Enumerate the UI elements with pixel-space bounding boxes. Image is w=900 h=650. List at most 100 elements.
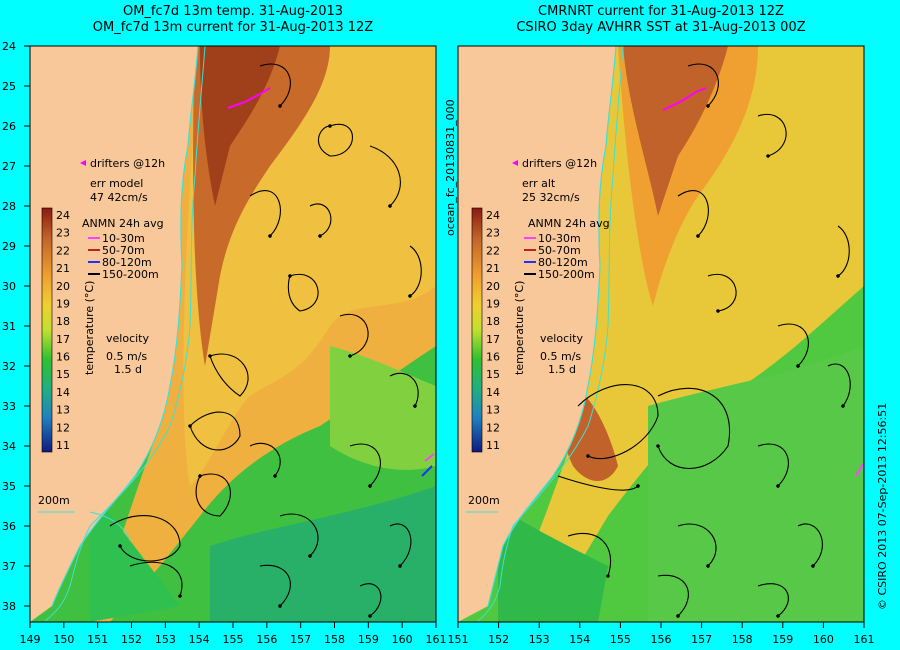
latitude-tick-label: 32 <box>2 360 16 373</box>
latitude-tick-label: 25 <box>2 80 16 93</box>
left-longitude-ticks: 149 150 151 152 153 154 155 156 157 158 159 160 161 <box>20 622 447 646</box>
colorbar-tick-label: 21 <box>486 262 500 275</box>
right-map-title: CMRNRT current for 31-Aug-2013 12Z CSIRO… <box>458 4 864 36</box>
colorbar-tick-label: 22 <box>486 244 500 257</box>
left-anmn-item-80-120: 80-120m <box>102 256 152 269</box>
longitude-tick-label: 153 <box>529 633 550 646</box>
forecast-run-label: ocean_fc_20130831_000 <box>444 99 457 236</box>
colorbar-tick-label: 20 <box>486 280 500 293</box>
latitude-tick-label: 26 <box>2 120 16 133</box>
colorbar-tick-label: 24 <box>486 209 500 222</box>
longitude-tick-label: 161 <box>426 633 447 646</box>
colorbar-tick-label: 22 <box>56 244 70 257</box>
left-title-line2: OM_fc7d 13m current for 31-Aug-2013 12Z <box>92 20 374 35</box>
left-velocity-label: velocity <box>106 332 149 345</box>
colorbar-tick-label: 11 <box>56 439 70 452</box>
right-colorbar-label: temperature (°C) <box>513 281 526 375</box>
longitude-tick-label: 150 <box>53 633 74 646</box>
colorbar-tick-label: 17 <box>56 333 70 346</box>
latitude-tick-label: 30 <box>2 280 16 293</box>
right-colorbar-ticks: 24 23 22 21 20 19 18 17 16 15 14 13 12 11 <box>486 209 500 452</box>
left-mooring-arrows <box>421 453 435 477</box>
left-drifters-legend: drifters @12h <box>90 157 165 170</box>
latitude-tick-label: 28 <box>2 200 16 213</box>
left-isobath-label: 200m <box>38 494 70 507</box>
latitude-tick-label: 27 <box>2 160 16 173</box>
colorbar-tick-label: 23 <box>56 227 70 240</box>
right-drifters-legend: drifters @12h <box>522 157 597 170</box>
left-velocity-speed: 0.5 m/s <box>106 350 147 363</box>
right-err-value: 25 32cm/s <box>522 191 580 204</box>
colorbar-tick-label: 16 <box>486 351 500 364</box>
longitude-tick-label: 161 <box>854 633 875 646</box>
longitude-tick-label: 152 <box>121 633 142 646</box>
left-colorbar <box>41 207 53 453</box>
left-anmn-item-150-200: 150-200m <box>102 268 159 281</box>
colorbar-tick-label: 14 <box>486 386 500 399</box>
colorbar-tick-label: 16 <box>56 351 70 364</box>
longitude-tick-label: 156 <box>256 633 277 646</box>
colorbar-tick-label: 14 <box>56 386 70 399</box>
longitude-tick-label: 157 <box>691 633 712 646</box>
left-map-panel: drifters @12h err model 47 42cm/s ANMN 2… <box>30 45 436 622</box>
longitude-tick-label: 152 <box>488 633 509 646</box>
longitude-tick-label: 154 <box>569 633 590 646</box>
latitude-tick-label: 33 <box>2 400 16 413</box>
latitude-tick-label: 29 <box>2 240 16 253</box>
latitude-tick-label: 35 <box>2 480 16 493</box>
left-drifter-track <box>227 87 271 109</box>
colorbar-tick-label: 13 <box>56 404 70 417</box>
colorbar-tick-label: 12 <box>486 421 500 434</box>
right-current-vectors <box>557 63 851 618</box>
right-mooring-arrows <box>855 463 864 477</box>
longitude-tick-label: 157 <box>290 633 311 646</box>
longitude-tick-label: 160 <box>392 633 413 646</box>
colorbar-tick-label: 17 <box>486 333 500 346</box>
longitude-tick-label: 158 <box>732 633 753 646</box>
left-coastline <box>51 45 199 607</box>
right-land <box>458 46 616 622</box>
right-drifter-track <box>662 87 707 111</box>
colorbar-tick-label: 19 <box>486 297 500 310</box>
longitude-tick-label: 149 <box>20 633 41 646</box>
right-anmn-item-80-120: 80-120m <box>538 256 588 269</box>
right-colorbar <box>471 207 483 453</box>
colorbar-tick-label: 15 <box>56 368 70 381</box>
left-anmn-item-50-70: 50-70m <box>102 244 145 257</box>
longitude-tick-label: 154 <box>189 633 210 646</box>
right-err-label: err alt <box>522 177 556 190</box>
longitude-tick-label: 158 <box>324 633 345 646</box>
longitude-tick-label: 151 <box>448 633 469 646</box>
latitude-tick-label: 37 <box>2 560 16 573</box>
colorbar-tick-label: 21 <box>56 262 70 275</box>
longitude-tick-label: 155 <box>223 633 244 646</box>
right-velocity-time: 1.5 d <box>548 363 576 376</box>
copyright-timestamp-label: © CSIRO 2013 07-Sep-2013 12:56:51 <box>876 403 889 610</box>
colorbar-tick-label: 18 <box>486 315 500 328</box>
left-err-value: 47 42cm/s <box>90 191 148 204</box>
right-map-panel: drifters @12h err alt 25 32cm/s ANMN 24h… <box>458 45 864 622</box>
left-drifter-legend-icon <box>80 160 86 166</box>
longitude-tick-label: 160 <box>813 633 834 646</box>
right-anmn-item-10-30: 10-30m <box>538 232 581 245</box>
right-isobath-label: 200m <box>468 494 500 507</box>
colorbar-tick-label: 12 <box>56 421 70 434</box>
longitude-tick-label: 155 <box>610 633 631 646</box>
left-anmn-item-10-30: 10-30m <box>102 232 145 245</box>
left-latitude-ticks: 24 25 26 27 28 29 30 31 32 33 34 35 36 37 38 <box>2 40 30 613</box>
colorbar-tick-label: 24 <box>56 209 70 222</box>
longitude-tick-label: 159 <box>358 633 379 646</box>
colorbar-tick-label: 11 <box>486 439 500 452</box>
left-map-title: OM_fc7d 13m temp. 31-Aug-2013 OM_fc7d 13… <box>30 4 436 36</box>
right-coastline <box>487 45 617 607</box>
latitude-tick-label: 31 <box>2 320 16 333</box>
longitude-tick-label: 156 <box>651 633 672 646</box>
colorbar-tick-label: 20 <box>56 280 70 293</box>
latitude-tick-label: 38 <box>2 600 16 613</box>
left-velocity-time: 1.5 d <box>114 363 142 376</box>
colorbar-tick-label: 18 <box>56 315 70 328</box>
right-drifter-legend-icon <box>512 160 518 166</box>
left-colorbar-label: temperature (°C) <box>83 281 96 375</box>
left-err-label: err model <box>90 177 143 190</box>
